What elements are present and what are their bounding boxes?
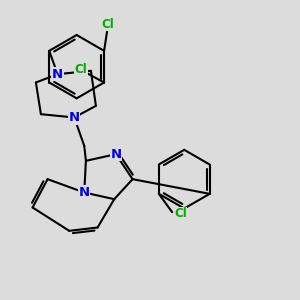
Text: N: N xyxy=(69,111,80,124)
Text: N: N xyxy=(79,186,90,199)
Text: Cl: Cl xyxy=(74,63,87,76)
Text: Cl: Cl xyxy=(174,207,187,220)
Text: Cl: Cl xyxy=(101,18,114,31)
Text: N: N xyxy=(52,68,63,81)
Text: N: N xyxy=(110,148,122,161)
